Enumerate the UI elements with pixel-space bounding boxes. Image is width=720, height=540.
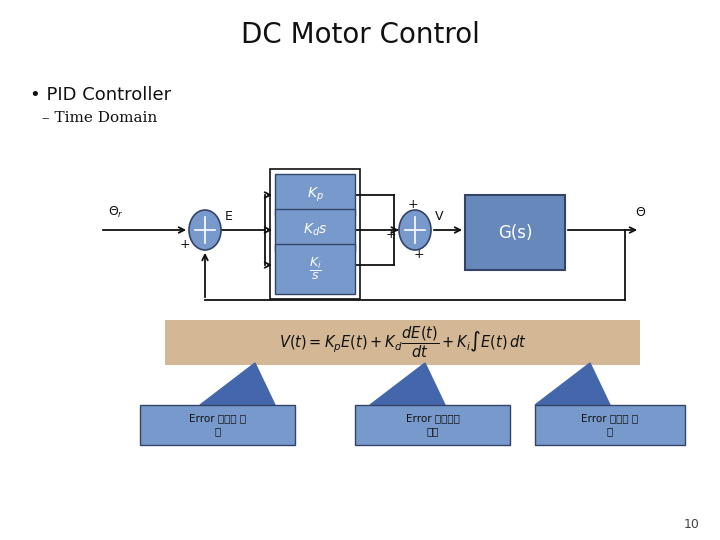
Text: Error 기울기에
비례: Error 기울기에 비례 [405,414,459,437]
FancyBboxPatch shape [465,195,565,270]
Polygon shape [200,363,275,405]
Text: $\Theta$: $\Theta$ [635,206,646,219]
Text: −: − [204,240,215,253]
Text: $\Theta_r$: $\Theta_r$ [108,205,124,220]
Text: G(s): G(s) [498,224,532,241]
Text: Error 크기에 비
레: Error 크기에 비 레 [189,414,246,437]
Text: +: + [408,199,418,212]
Polygon shape [370,363,445,405]
Text: – Time Domain: – Time Domain [42,111,157,125]
FancyBboxPatch shape [275,244,355,294]
Text: +: + [414,248,424,261]
Text: $K_p$: $K_p$ [307,186,323,204]
Text: • PID Controller: • PID Controller [30,86,171,104]
Text: +: + [386,227,396,240]
Text: $K_d s$: $K_d s$ [302,222,328,238]
Text: DC Motor Control: DC Motor Control [240,21,480,49]
Text: 10: 10 [684,518,700,531]
FancyBboxPatch shape [275,209,355,251]
FancyBboxPatch shape [535,405,685,445]
Text: $V(t) = K_p E(t) + K_d \dfrac{dE(t)}{dt} + K_i \int E(t)\,dt$: $V(t) = K_p E(t) + K_d \dfrac{dE(t)}{dt}… [279,325,526,360]
FancyBboxPatch shape [355,405,510,445]
Text: $\dfrac{K_i}{s}$: $\dfrac{K_i}{s}$ [308,256,322,282]
Text: V: V [435,210,444,222]
FancyBboxPatch shape [275,174,355,216]
Polygon shape [535,363,610,405]
Text: Error 면적에 비
레: Error 면적에 비 레 [582,414,639,437]
Ellipse shape [189,210,221,250]
Text: E: E [225,210,233,222]
Ellipse shape [399,210,431,250]
FancyBboxPatch shape [165,320,640,365]
FancyBboxPatch shape [140,405,295,445]
Text: +: + [180,239,190,252]
